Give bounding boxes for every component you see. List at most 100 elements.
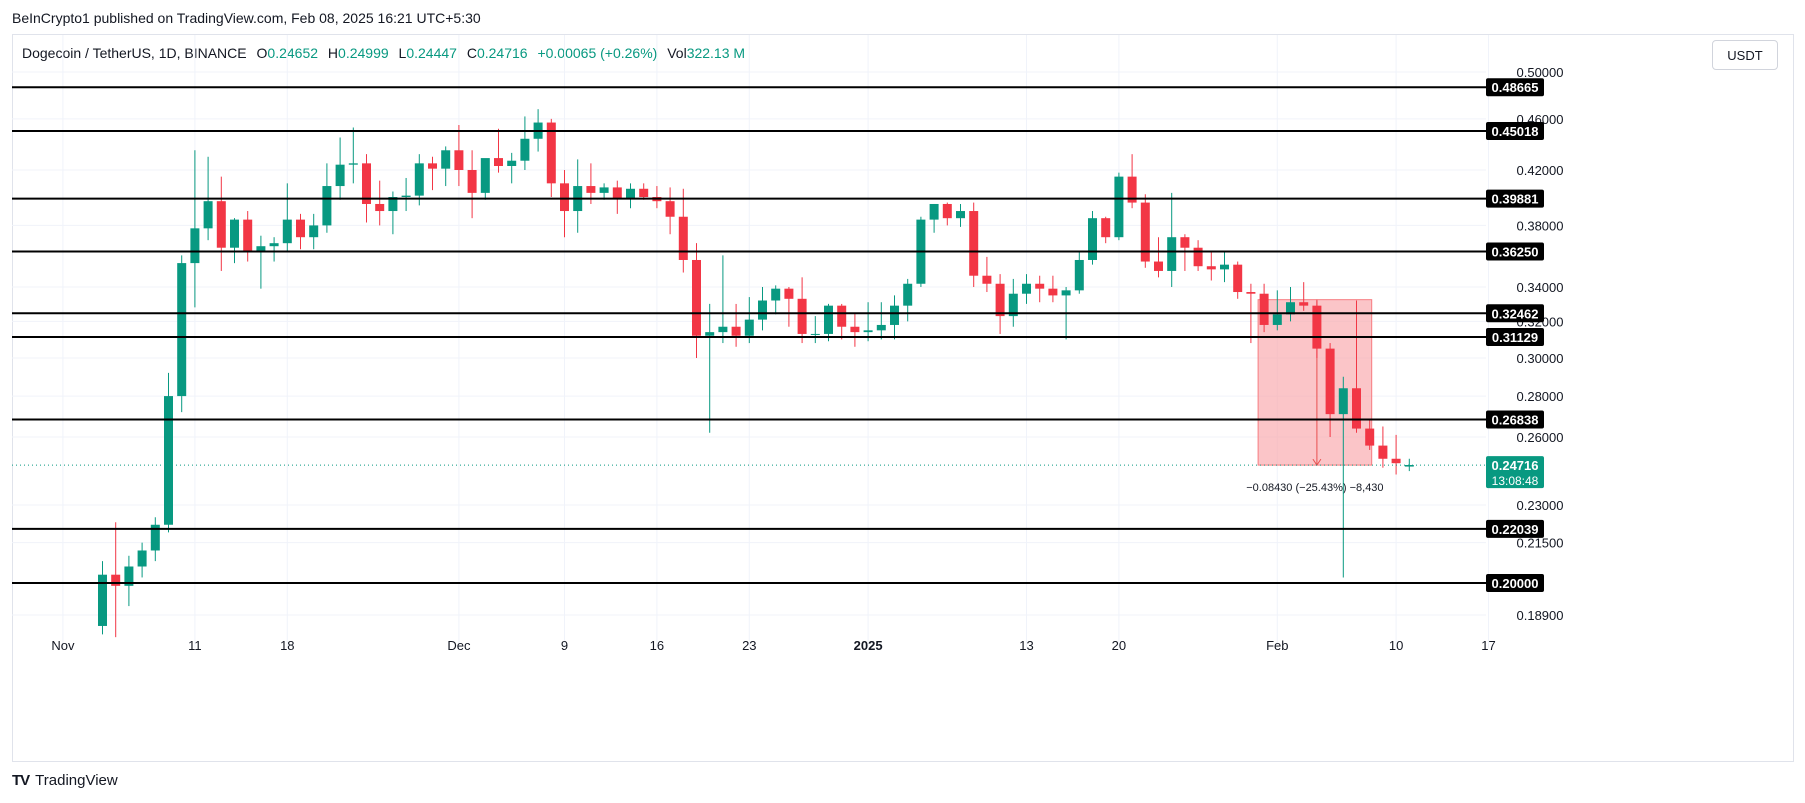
candle-down	[612, 187, 622, 199]
candle-up	[956, 211, 965, 219]
currency-button[interactable]: USDT	[1712, 40, 1778, 70]
candle-up	[810, 333, 820, 335]
candle-up	[401, 195, 411, 198]
price-tick-label: 0.28000	[1517, 389, 1564, 404]
close-label: C	[466, 45, 477, 61]
high-label: H	[327, 45, 339, 61]
candle-up	[1088, 218, 1097, 260]
symbol-legend: Dogecoin / TetherUS, 1D, BINANCE O0.2465…	[22, 45, 745, 61]
candle-up	[771, 288, 781, 301]
candle-down	[216, 201, 226, 248]
candle-up	[520, 138, 530, 161]
candle-up	[1220, 264, 1229, 270]
price-tick-label: 0.26000	[1517, 430, 1564, 445]
candle-up	[388, 197, 398, 212]
measure-label: −0.08430 (−25.43%) −8,430	[1246, 482, 1383, 494]
candle-down	[1365, 428, 1375, 446]
candle-down	[1154, 261, 1163, 271]
time-tick-label: 11	[188, 638, 202, 653]
candle-up	[1114, 176, 1124, 238]
level-badge-label: 0.48665	[1492, 80, 1539, 95]
candle-up	[230, 219, 239, 248]
price-tick-label: 0.21500	[1517, 536, 1564, 551]
volume-value: 322.13 M	[686, 45, 746, 61]
candle-down	[731, 326, 741, 336]
countdown-label: 13:08:48	[1492, 474, 1539, 488]
time-tick-label: 20	[1112, 638, 1126, 653]
tradingview-logo[interactable]: TV TradingView	[12, 772, 118, 789]
candle-up	[348, 163, 358, 165]
candle-down	[111, 574, 121, 586]
time-tick-label: 2025	[854, 638, 883, 653]
candle-down	[665, 201, 675, 217]
price-tick-label: 0.50000	[1517, 65, 1564, 80]
candle-down	[692, 259, 701, 336]
candle-up	[1286, 302, 1295, 315]
candle-up	[705, 332, 715, 336]
candle-up	[480, 158, 490, 193]
time-tick-label: Feb	[1266, 638, 1288, 653]
level-badge-label: 0.31129	[1492, 330, 1538, 345]
candle-up	[1022, 283, 1031, 294]
time-tick-label: 9	[561, 638, 568, 653]
time-tick-label: 18	[280, 638, 294, 653]
high-value: 0.24999	[338, 45, 389, 61]
time-tick-label: 23	[742, 638, 756, 653]
price-tick-label: 0.18900	[1517, 608, 1564, 623]
symbol-name[interactable]: Dogecoin / TetherUS, 1D, BINANCE	[22, 45, 247, 61]
candle-down	[1246, 292, 1256, 294]
candle-down	[995, 283, 1005, 317]
publish-info: BeInCrypto1 published on TradingView.com…	[12, 10, 481, 26]
candle-down	[797, 298, 807, 334]
candle-up	[441, 150, 451, 169]
candle-down	[1140, 202, 1150, 262]
current-price-label: 0.24716	[1492, 458, 1539, 473]
candle-up	[282, 219, 292, 244]
candle-down	[1352, 388, 1361, 429]
candle-up	[744, 319, 754, 336]
open-label: O	[256, 45, 268, 61]
level-badge	[1486, 242, 1544, 261]
time-tick-label: Dec	[447, 638, 471, 653]
candle-down	[454, 150, 464, 170]
candle-down	[1101, 218, 1111, 238]
current-price-badge	[1486, 456, 1544, 489]
candle-down	[1233, 264, 1243, 293]
candle-up	[876, 324, 886, 331]
candles	[98, 109, 1414, 638]
level-badge-label: 0.39881	[1492, 192, 1539, 207]
candle-down	[678, 216, 688, 260]
candle-down	[1180, 237, 1190, 248]
level-badge-label: 0.45018	[1492, 124, 1539, 139]
candle-up	[863, 330, 873, 333]
price-axis: 0.500000.460000.420000.380000.340000.320…	[1486, 65, 1564, 623]
tradingview-logo-text: TradingView	[35, 772, 118, 789]
candle-up	[322, 186, 332, 226]
change-value: +0.00065 (+0.26%)	[537, 45, 658, 61]
candle-up	[309, 225, 319, 238]
candle-down	[1035, 283, 1045, 289]
candle-down	[837, 305, 847, 327]
candle-up	[890, 305, 899, 325]
candle-up	[203, 201, 213, 229]
low-value: 0.24447	[406, 45, 457, 61]
price-tick-label: 0.30000	[1517, 351, 1564, 366]
candle-up	[929, 203, 939, 220]
tradingview-logo-icon: TV	[12, 772, 30, 789]
level-badge	[1486, 189, 1544, 208]
time-axis: Nov 11 18 Dec 9 16 23 2025 13 20 Feb 10 17	[51, 638, 1495, 653]
level-badge	[1486, 519, 1544, 538]
candle-down	[982, 275, 992, 284]
candle-up	[98, 574, 107, 626]
candle-up	[190, 228, 200, 264]
candle-up	[1008, 293, 1018, 317]
level-badge	[1486, 328, 1544, 347]
candle-up	[718, 326, 728, 333]
candle-down	[494, 158, 503, 166]
time-tick-label: Nov	[51, 638, 75, 653]
candle-down	[1299, 302, 1309, 306]
candle-up	[335, 164, 345, 187]
candle-up	[150, 524, 160, 551]
chart-frame	[12, 34, 1794, 762]
